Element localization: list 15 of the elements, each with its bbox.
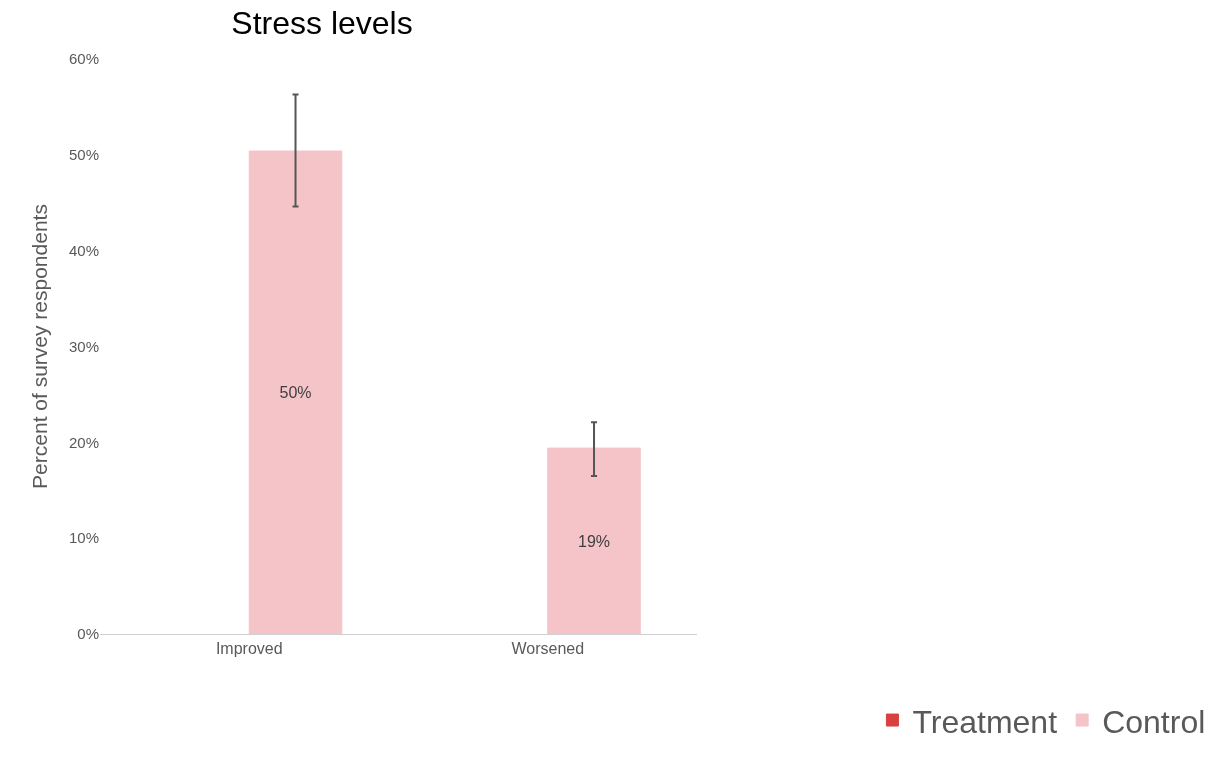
x-tick-label: Worsened: [511, 640, 585, 658]
chart-title: Stress levels: [231, 4, 413, 41]
y-tick-label: 40%: [68, 241, 99, 259]
legend-label: Control: [1102, 703, 1206, 740]
y-tick-label: 60%: [68, 50, 99, 68]
legend-label: Treatment: [912, 703, 1058, 740]
x-tick-label: Improved: [215, 640, 283, 658]
y-tick-label: 50%: [68, 146, 99, 164]
y-tick-label: 20%: [68, 433, 99, 451]
y-tick-label: 30%: [68, 337, 99, 355]
data-label: 50%: [279, 384, 312, 401]
y-tick-label: 10%: [68, 529, 99, 547]
y-tick-label: 0%: [77, 625, 99, 643]
data-label: 19%: [578, 532, 611, 550]
y-axis-title: Percent of survey respondents: [28, 204, 52, 489]
